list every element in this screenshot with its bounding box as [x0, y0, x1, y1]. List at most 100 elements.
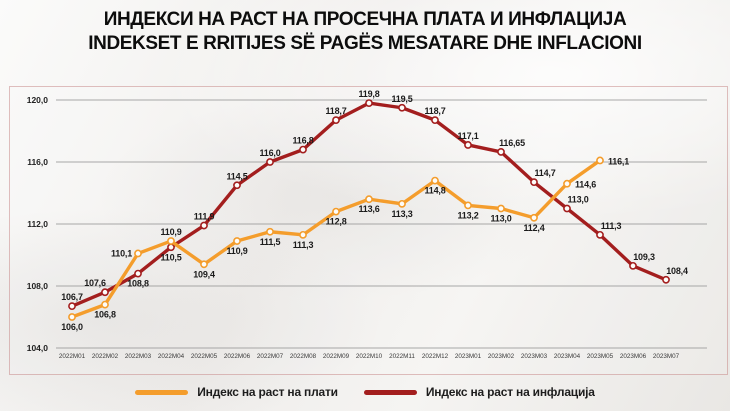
x-axis-tick-label: 2022M03 [125, 353, 152, 360]
inflation-data-point [332, 116, 340, 125]
wages-data-label: 110,9 [160, 227, 181, 237]
x-axis-tick-label: 2023M02 [488, 353, 515, 360]
wages-data-point [530, 213, 538, 222]
x-axis-tick-label: 2023M04 [554, 353, 581, 360]
wages-data-label: 112,4 [523, 223, 544, 233]
chart-title-macedonian: ИНДЕКСИ НА РАСТ НА ПРОСЕЧНА ПЛАТА И ИНФЛ… [103, 9, 627, 30]
inflation-data-label: 106,7 [61, 292, 83, 302]
x-axis-tick-label: 2022M02 [92, 353, 119, 360]
inflation-data-point [662, 275, 670, 284]
x-axis-tick-label: 2022M07 [257, 353, 284, 360]
inflation-data-point [398, 103, 406, 112]
inflation-data-label: 111,3 [601, 221, 622, 231]
inflation-data-label: 118,7 [424, 106, 445, 116]
x-axis-tick-label: 2022M01 [59, 353, 86, 360]
wages-data-label: 106,0 [61, 322, 83, 332]
inflation-data-point [596, 230, 604, 239]
x-axis-tick-label: 2023M03 [521, 353, 548, 360]
chart-card [9, 86, 728, 375]
y-axis-tick-label: 112,0 [27, 219, 48, 229]
wages-data-label: 113,6 [358, 204, 379, 214]
x-axis-tick-label: 2022M09 [323, 353, 350, 360]
inflation-data-point [629, 261, 637, 270]
y-axis-tick-label: 120,0 [27, 95, 49, 105]
inflation-data-label: 116,65 [499, 138, 525, 148]
x-axis-tick-label: 2022M08 [290, 353, 317, 360]
wages-data-point [596, 156, 604, 165]
inflation-data-point [167, 243, 175, 252]
inflation-data-label: 114,5 [226, 171, 247, 181]
legend-label-wages: Индекс на раст на плати [197, 385, 338, 399]
inflation-data-point [563, 204, 571, 213]
legend-label-inflation: Индекс на раст на инфлација [425, 385, 595, 399]
inflation-data-point [497, 148, 505, 156]
legend-item-wages: Индекс на раст на плати [135, 385, 338, 399]
wages-data-point [68, 313, 76, 321]
inflation-data-label: 116,0 [259, 148, 280, 158]
wages-data-point [134, 249, 142, 258]
wages-data-label: 116,1 [608, 156, 629, 166]
wages-data-point [431, 176, 439, 185]
chart-title: ИНДЕКСИ НА РАСТ НА ПРОСЕЧНА ПЛАТА И ИНФЛ… [0, 8, 730, 56]
wages-data-point [464, 201, 472, 210]
x-axis-tick-label: 2022M10 [356, 353, 383, 360]
x-axis-tick-label: 2022M04 [158, 353, 185, 360]
x-axis-tick-label: 2022M11 [389, 353, 415, 360]
wages-data-label: 110,9 [226, 246, 247, 256]
wages-data-label: 114,8 [424, 186, 445, 196]
inflation-data-point [68, 302, 76, 311]
inflation-data-point [464, 141, 472, 149]
wages-data-point [101, 300, 109, 309]
x-axis-tick-label: 2022M05 [191, 353, 218, 360]
inflation-data-point [299, 145, 307, 154]
wages-data-label: 110,1 [111, 248, 132, 258]
inflation-data-point [530, 178, 538, 187]
x-axis-tick-label: 2022M06 [224, 353, 251, 360]
inflation-data-label: 108,8 [127, 279, 149, 289]
inflation-data-point [101, 288, 109, 297]
inflation-data-label: 107,6 [84, 278, 106, 288]
wages-data-point [167, 237, 175, 245]
inflation-data-label: 114,7 [534, 168, 555, 178]
wages-data-point [497, 204, 505, 213]
wages-data-label: 113,0 [490, 214, 511, 224]
wages-data-label: 109,4 [193, 269, 215, 279]
inflation-data-label: 111,9 [194, 212, 215, 222]
wages-data-label: 111,5 [260, 237, 281, 247]
inflation-data-label: 116,8 [292, 136, 313, 146]
inflation-line-swatch [363, 389, 417, 395]
y-axis-tick-label: 116,0 [27, 157, 48, 167]
inflation-data-label: 118,7 [325, 106, 346, 116]
y-axis-tick-label: 104,0 [27, 343, 49, 353]
inflation-data-point [266, 158, 274, 166]
wages-data-label: 111,3 [293, 240, 314, 250]
x-axis-tick-label: 2023M01 [455, 353, 482, 360]
wages-data-label: 114,6 [575, 180, 596, 190]
x-axis-tick-label: 2023M07 [653, 353, 680, 360]
wages-data-point [299, 230, 307, 239]
wages-line [70, 158, 602, 319]
wages-data-label: 113,2 [457, 210, 478, 220]
wages-data-point [266, 227, 274, 236]
inflation-data-point [365, 99, 373, 107]
wages-data-label: 112,8 [325, 217, 346, 227]
wages-data-label: 113,3 [391, 209, 412, 219]
wages-data-point [398, 199, 406, 208]
inflation-data-label: 110,5 [160, 252, 181, 262]
inflation-data-label: 119,5 [391, 94, 412, 104]
x-axis-tick-label: 2023M06 [620, 353, 647, 360]
inflation-data-point [200, 221, 208, 230]
inflation-data-label: 117,1 [457, 131, 478, 141]
chart-legend: Индекс на раст на плати Индекс на раст н… [0, 385, 730, 399]
inflation-data-label: 108,4 [666, 266, 688, 276]
y-axis-tick-label: 108,0 [27, 281, 49, 291]
wages-data-point [365, 195, 373, 204]
wages-data-point [233, 237, 241, 245]
wages-data-point [332, 207, 340, 216]
wages-data-point [563, 179, 571, 188]
wages-data-label: 106,8 [94, 310, 116, 320]
wages-line-swatch [135, 389, 189, 395]
inflation-data-label: 113,0 [567, 195, 588, 205]
legend-item-inflation: Индекс на раст на инфлација [363, 385, 595, 399]
